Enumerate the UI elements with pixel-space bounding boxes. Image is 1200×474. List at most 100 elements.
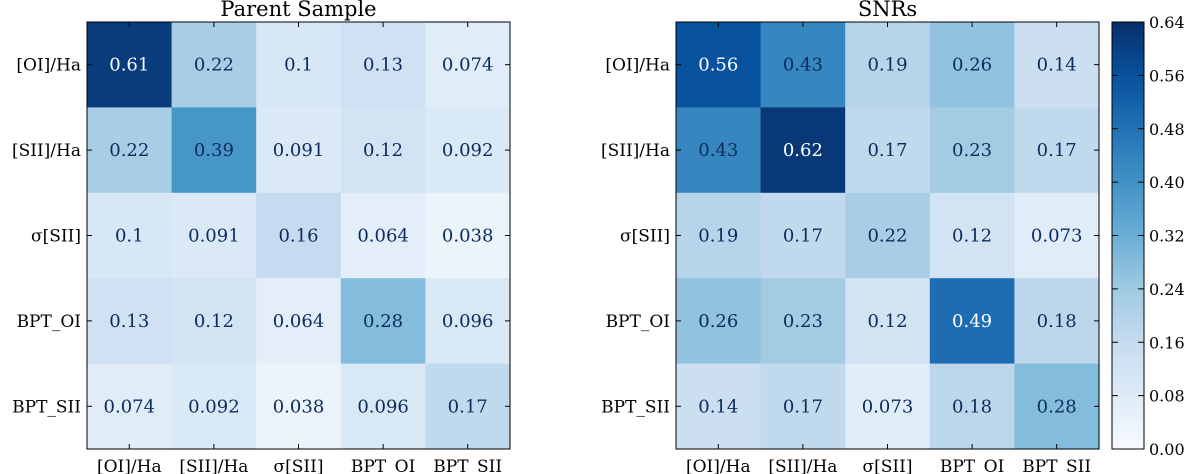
y-tick-label: [OI]/Ha — [16, 56, 81, 76]
cell-value-label: 0.14 — [1037, 55, 1077, 76]
cell-value-label: 0.12 — [952, 226, 992, 247]
y-tick-label: [OI]/Ha — [605, 56, 670, 76]
cell-value-label: 0.064 — [273, 311, 325, 332]
heatmap-cell — [845, 22, 931, 108]
cell-value-label: 0.17 — [1037, 140, 1077, 161]
heatmap-cell — [87, 363, 173, 450]
cell-value-label: 0.13 — [363, 55, 403, 76]
x-tick-label: [SII]/Ha — [179, 457, 248, 474]
heatmap-cell — [1014, 278, 1100, 365]
heatmap-cell — [676, 22, 762, 108]
cell-value-label: 0.1 — [284, 55, 313, 76]
cell-value-label: 0.073 — [862, 396, 914, 417]
heatmap-cell — [845, 107, 931, 194]
x-tick-label: [OI]/Ha — [686, 457, 751, 474]
heatmap-cell — [929, 22, 1015, 108]
cell-value-label: 0.14 — [698, 396, 738, 417]
heatmap-cell — [1014, 363, 1100, 450]
cell-value-label: 0.61 — [109, 55, 149, 76]
x-tick-label: BPT_SII — [433, 457, 502, 474]
heatmap-cell — [340, 192, 426, 279]
cell-value-label: 0.096 — [357, 396, 409, 417]
cell-value-label: 0.19 — [867, 55, 907, 76]
colorbar-tick-label: 0.56 — [1149, 66, 1185, 85]
heatmap-cell — [256, 22, 342, 108]
colorbar-tick-label: 0.16 — [1149, 333, 1185, 352]
heatmap-cell — [929, 278, 1015, 365]
cell-value-label: 0.092 — [188, 396, 240, 417]
y-tick-label: [SII]/Ha — [601, 141, 670, 161]
y-tick-label: σ[SII] — [620, 227, 670, 247]
cell-value-label: 0.074 — [442, 55, 494, 76]
x-tick-label: BPT_SII — [1022, 457, 1091, 474]
cell-value-label: 0.19 — [698, 226, 738, 247]
heatmap-cell — [760, 22, 846, 108]
colorbar-tick-label: 0.40 — [1149, 173, 1185, 192]
cell-value-label: 0.49 — [952, 311, 992, 332]
cell-value-label: 0.038 — [442, 226, 494, 247]
colorbar-tick-label: 0.24 — [1149, 280, 1185, 299]
cell-value-label: 0.17 — [783, 226, 823, 247]
heatmap-cell — [1014, 22, 1100, 108]
heatmap-cell — [340, 22, 426, 108]
heatmap-cell — [676, 278, 762, 365]
cell-value-label: 0.074 — [104, 396, 156, 417]
y-tick-label: BPT_OI — [606, 312, 670, 332]
heatmap-cell — [929, 192, 1015, 279]
heatmap-cell — [256, 278, 342, 365]
cell-value-label: 0.56 — [698, 55, 738, 76]
heatmap-cell — [425, 363, 511, 450]
cell-value-label: 0.17 — [448, 396, 488, 417]
y-tick-label: [SII]/Ha — [12, 141, 81, 161]
cell-value-label: 0.038 — [273, 396, 325, 417]
heatmap-cell — [171, 22, 257, 108]
heatmap-cell — [87, 278, 173, 365]
x-tick-label: σ[SII] — [863, 457, 913, 474]
heatmap-cell — [845, 363, 931, 450]
cell-value-label: 0.17 — [783, 396, 823, 417]
colorbar-tick-label: 0.00 — [1149, 440, 1185, 459]
cell-value-label: 0.62 — [783, 140, 823, 161]
cell-value-label: 0.12 — [194, 311, 234, 332]
heatmap-cell — [340, 363, 426, 450]
heatmap-cell — [87, 107, 173, 194]
heatmap-cell — [171, 278, 257, 365]
heatmap-cell — [676, 363, 762, 450]
heatmap-cell — [760, 107, 846, 194]
y-tick-label: σ[SII] — [31, 227, 81, 247]
heatmap-cell — [1014, 192, 1100, 279]
colorbar-tick-label: 0.08 — [1149, 387, 1185, 406]
y-tick-label: BPT_SII — [601, 397, 670, 417]
cell-value-label: 0.43 — [698, 140, 738, 161]
heatmap-snrs: 0.56 0.43 0.19 0.26 0.14 0.43 0.62 0.17 0.23 0.17… — [601, 0, 1100, 474]
chart-title: Parent Sample — [220, 0, 376, 21]
cell-value-label: 0.26 — [952, 55, 992, 76]
colorbar-tick-label: 0.64 — [1149, 13, 1185, 32]
x-tick-label: BPT_OI — [940, 457, 1004, 474]
colorbar-tick-label: 0.32 — [1149, 227, 1185, 246]
cell-value-label: 0.18 — [952, 396, 992, 417]
cell-value-label: 0.39 — [194, 140, 234, 161]
heatmap-cell — [929, 107, 1015, 194]
heatmap-cell — [760, 192, 846, 279]
heatmap-cell — [171, 363, 257, 450]
cell-value-label: 0.23 — [952, 140, 992, 161]
cell-value-label: 0.26 — [698, 311, 738, 332]
heatmap-cell — [340, 278, 426, 365]
heatmap-cell — [425, 107, 511, 194]
x-tick-label: BPT_OI — [351, 457, 415, 474]
cell-value-label: 0.13 — [109, 311, 149, 332]
cell-value-label: 0.43 — [783, 55, 823, 76]
chart-title: SNRs — [858, 0, 917, 21]
cell-value-label: 0.064 — [357, 226, 409, 247]
heatmap-cell — [845, 192, 931, 279]
heatmap-cell — [340, 107, 426, 194]
cell-value-label: 0.091 — [188, 226, 240, 247]
x-tick-label: [OI]/Ha — [97, 457, 162, 474]
x-tick-label: [SII]/Ha — [768, 457, 837, 474]
cell-value-label: 0.17 — [867, 140, 907, 161]
heatmap-cell — [929, 363, 1015, 450]
heatmap-cell — [760, 363, 846, 450]
cell-value-label: 0.1 — [115, 226, 144, 247]
